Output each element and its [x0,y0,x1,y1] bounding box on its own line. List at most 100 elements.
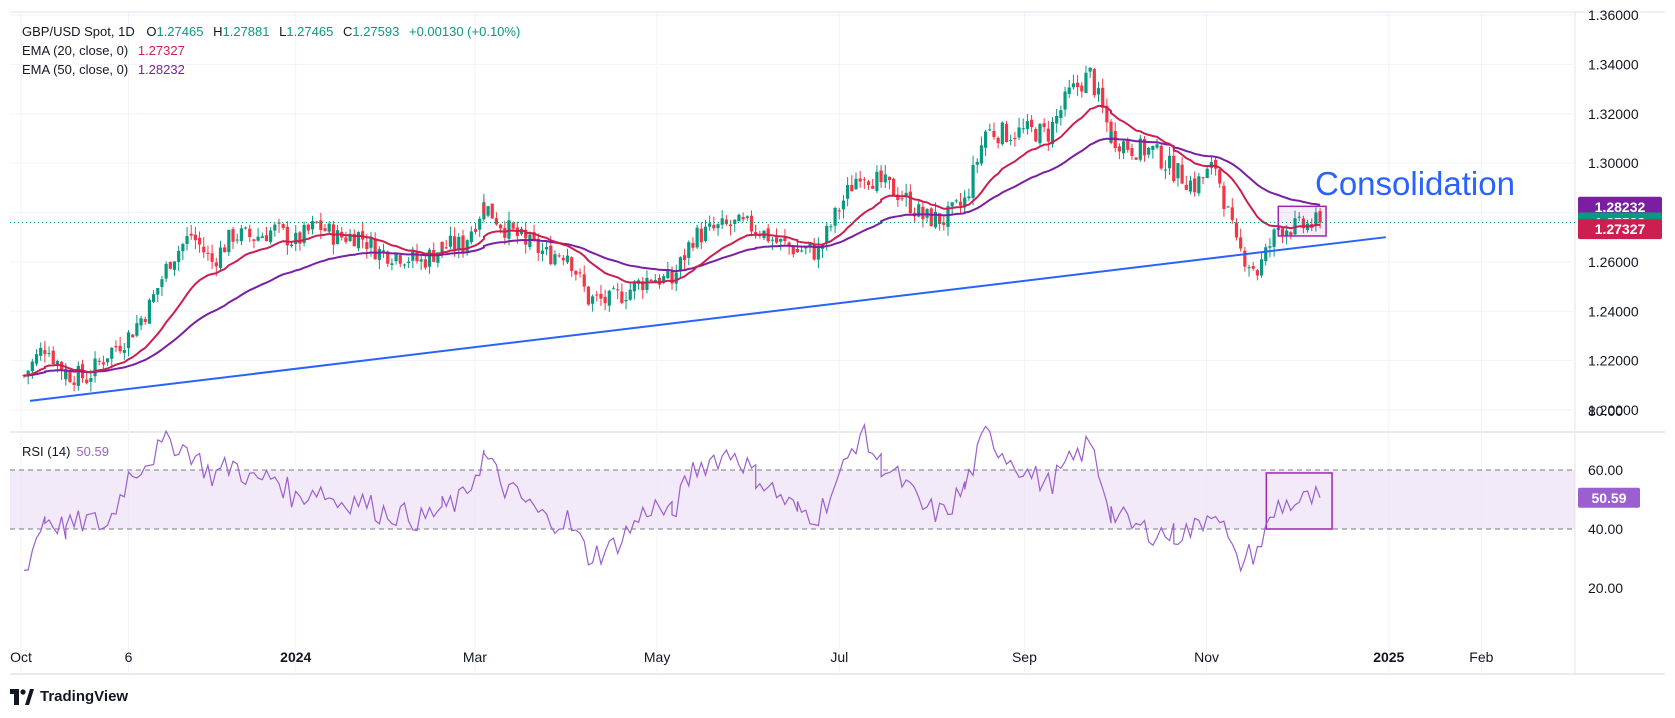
ema20-line-group [23,104,1321,377]
candle-body [1247,267,1251,269]
time-tick-label: May [644,649,670,665]
candle-body [101,362,106,365]
candle-body [310,221,315,230]
candle-body [407,261,411,263]
candle-body [754,231,758,234]
candle-body [289,244,294,247]
candle-body [156,288,160,295]
rsi-line-group [23,422,1321,573]
candle-body [1117,146,1122,152]
candle-body [1280,228,1285,237]
rsi-consolidation-box[interactable] [1265,472,1333,530]
candle-body [1226,206,1230,208]
candle-body [1088,67,1092,72]
candle-body [896,194,900,201]
candle-body [281,224,285,228]
ema20-label: EMA (20, close, 0) [22,43,129,58]
candle-body [231,229,235,242]
candle-body [1297,216,1301,218]
candle-body [561,257,565,261]
candle-body [858,178,862,182]
candle-body [164,263,168,279]
candle-body [921,206,925,220]
candle-body [892,178,896,196]
candle-body [632,281,637,292]
price-consolidation-box[interactable] [1277,205,1327,237]
candle-body [453,236,457,250]
candle-body [787,242,791,247]
candle-body [97,360,101,362]
candle-body [967,196,971,199]
candle-body [1109,131,1113,142]
price-tick-label: 1.30000 [1588,155,1639,171]
candle-body [202,246,206,253]
candle-body [984,131,988,148]
candle-body [590,296,595,304]
candle-body [490,203,494,219]
candle-body [553,254,557,265]
candle-body [883,174,887,183]
candle-body [193,234,197,241]
candle-body [248,228,252,238]
candle-body [624,299,628,302]
candle-body [850,184,854,192]
candle-body [76,365,80,386]
candle-body [390,263,394,265]
candle-body [277,222,281,224]
time-axis: Oct 6 2024 Mar May Jul Sep Nov 2025 Feb [10,649,1494,665]
consolidation-label: Consolidation [1315,165,1515,202]
candle-body [829,226,833,228]
candle-body [1050,121,1055,145]
high-tag: H [213,24,223,39]
candle-body [285,226,289,246]
tradingview-logo[interactable]: TradingView [10,688,128,705]
candle-body [131,334,135,338]
candle-body [235,239,239,241]
candle-body [373,238,377,260]
candlestick-series [22,65,1322,392]
candle-body [695,227,699,248]
rsi-legend[interactable]: RSI (14) 50.59 [22,444,109,459]
candle-body [440,241,444,249]
candle-body [708,223,712,227]
candle-body [1176,163,1180,179]
candle-body [816,246,820,260]
candle-body [678,257,682,272]
high-value: 1.27881 [222,24,270,39]
ema20-legend[interactable]: EMA (20, close, 0) 1.27327 [22,43,185,59]
candle-body [862,179,866,181]
candle-body [394,253,398,262]
price-tick-label: 1.22000 [1588,353,1639,369]
candle-body [1101,87,1105,108]
candle-body [147,299,152,324]
candle-body [1067,87,1071,94]
candle-body [737,214,741,222]
candle-body [800,250,804,252]
candle-body [1172,155,1176,182]
rsi-value: 50.59 [76,444,109,459]
candle-body [227,229,231,253]
candle-body [494,218,499,225]
candle-body [1314,212,1318,226]
time-tick-label: Oct [10,649,32,665]
candle-body [1105,105,1109,123]
ema50-legend[interactable]: EMA (50, close, 0) 1.28232 [22,62,185,78]
candle-body [335,230,340,245]
trendline[interactable] [29,236,1386,402]
candle-body [1201,177,1205,179]
candle-body [189,233,193,236]
change-value: +0.00130 (+0.10%) [408,24,521,39]
candle-body [703,226,708,242]
candle-body [657,277,662,285]
candle-body [603,296,607,304]
candle-body [724,219,728,225]
ema20-line [23,104,1321,377]
time-tick-label: 6 [125,649,133,665]
rsi-tag-box [1578,487,1640,508]
candle-body [540,250,545,254]
candle-body [381,250,386,252]
symbol-label[interactable]: GBP/USD Spot, 1D [22,24,135,39]
candle-body [699,228,703,243]
candle-body [971,164,975,198]
candle-body [26,370,30,376]
